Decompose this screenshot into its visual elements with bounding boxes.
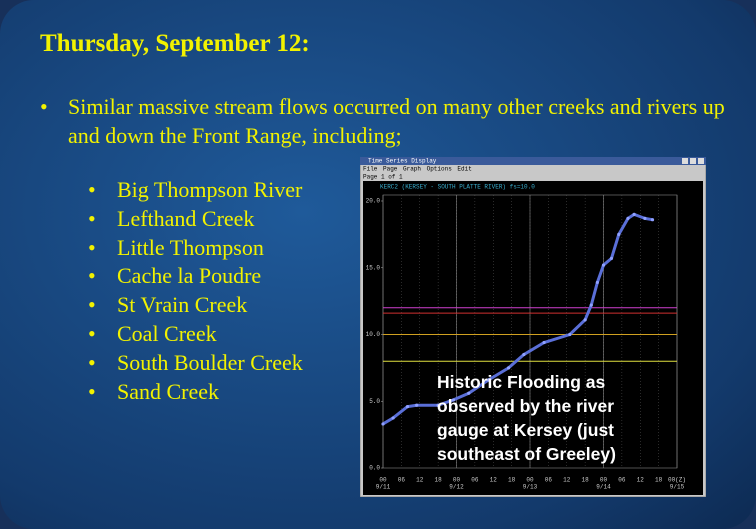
data-point [617, 232, 621, 236]
chart-window: Time Series Display File Page Graph Options… [360, 157, 706, 497]
data-point [415, 403, 419, 407]
chart-title: KERC2 (KERSEY - SOUTH PLATTE RIVER) fs=1… [380, 184, 535, 191]
data-point [436, 403, 440, 407]
data-point [487, 378, 491, 382]
menu-item: Options [427, 166, 453, 173]
x-tick-label: 12 [490, 477, 498, 484]
sub-bullet: Cache la Poudre [88, 262, 303, 291]
menu-item: Edit [457, 166, 471, 173]
data-point [391, 416, 395, 420]
x-tick-label: 06 [618, 477, 626, 484]
data-point [643, 216, 647, 220]
sub-bullet: Little Thompson [88, 234, 303, 263]
x-tick-label: 00 [379, 477, 387, 484]
y-tick-label: 0.0 [369, 465, 380, 472]
menu-item: Graph [403, 166, 421, 173]
x-tick-label: 00 [600, 477, 608, 484]
data-point [595, 280, 599, 285]
slide-title: Thursday, September 12: [40, 30, 310, 57]
menu-item: File [363, 166, 378, 173]
data-point [467, 391, 471, 395]
y-tick-label: 15.0 [366, 264, 381, 271]
x-tick-label: 00 [526, 477, 534, 484]
x-date-label: 9/15 [670, 484, 685, 491]
x-tick-label: 00 [453, 477, 461, 484]
sub-bullet: Lefthand Creek [88, 205, 303, 234]
x-tick-label: 06 [471, 477, 479, 484]
data-point [583, 318, 587, 322]
data-point [405, 404, 410, 409]
data-point [609, 256, 614, 261]
x-tick-label: 06 [545, 477, 553, 484]
sub-bullet: South Boulder Creek [88, 349, 303, 378]
window-title: Time Series Display [368, 158, 437, 165]
x-date-label: 9/14 [596, 484, 611, 491]
x-tick-label: 06 [398, 477, 406, 484]
data-point [601, 263, 606, 267]
bullet: Similar massive stream flows occurred on… [40, 92, 748, 150]
data-point [451, 398, 456, 402]
x-tick-label: 12 [563, 477, 571, 484]
sub-bullet: St Vrain Creek [88, 291, 303, 320]
x-date-label: 9/13 [523, 484, 538, 491]
data-point [568, 332, 572, 337]
data-point [506, 366, 511, 370]
sub-bullet: Big Thompson River [88, 176, 303, 205]
data-line [382, 212, 653, 426]
x-tick-label: 18 [508, 477, 516, 484]
data-point [381, 422, 385, 426]
data-point [632, 212, 636, 216]
y-tick-label: 20.0 [366, 198, 381, 205]
data-point [542, 340, 546, 345]
sub-bullets: Big Thompson RiverLefthand CreekLittle T… [88, 176, 303, 406]
y-tick-label: 5.0 [369, 398, 380, 405]
x-date-label: 9/12 [449, 484, 464, 491]
x-tick-label: 18 [655, 477, 663, 484]
caption: Historic Flooding as observed by the riv… [437, 372, 616, 464]
y-tick-label: 10.0 [366, 331, 381, 338]
data-point [650, 218, 655, 222]
sub-bullet: Coal Creek [88, 320, 303, 349]
data-point [522, 352, 526, 357]
page-indicator: Page 1 of 1 [363, 174, 403, 181]
data-point [626, 216, 630, 220]
menu-item: Page [383, 166, 398, 173]
data-point [589, 303, 593, 307]
sub-bullet: Sand Creek [88, 378, 303, 407]
x-tick-label: 18 [582, 477, 590, 484]
x-tick-label: 12 [637, 477, 645, 484]
x-tick-label: 18 [435, 477, 443, 484]
x-tick-label: 00(Z) [668, 477, 686, 484]
x-date-label: 9/11 [376, 484, 391, 491]
x-tick-label: 12 [416, 477, 424, 484]
